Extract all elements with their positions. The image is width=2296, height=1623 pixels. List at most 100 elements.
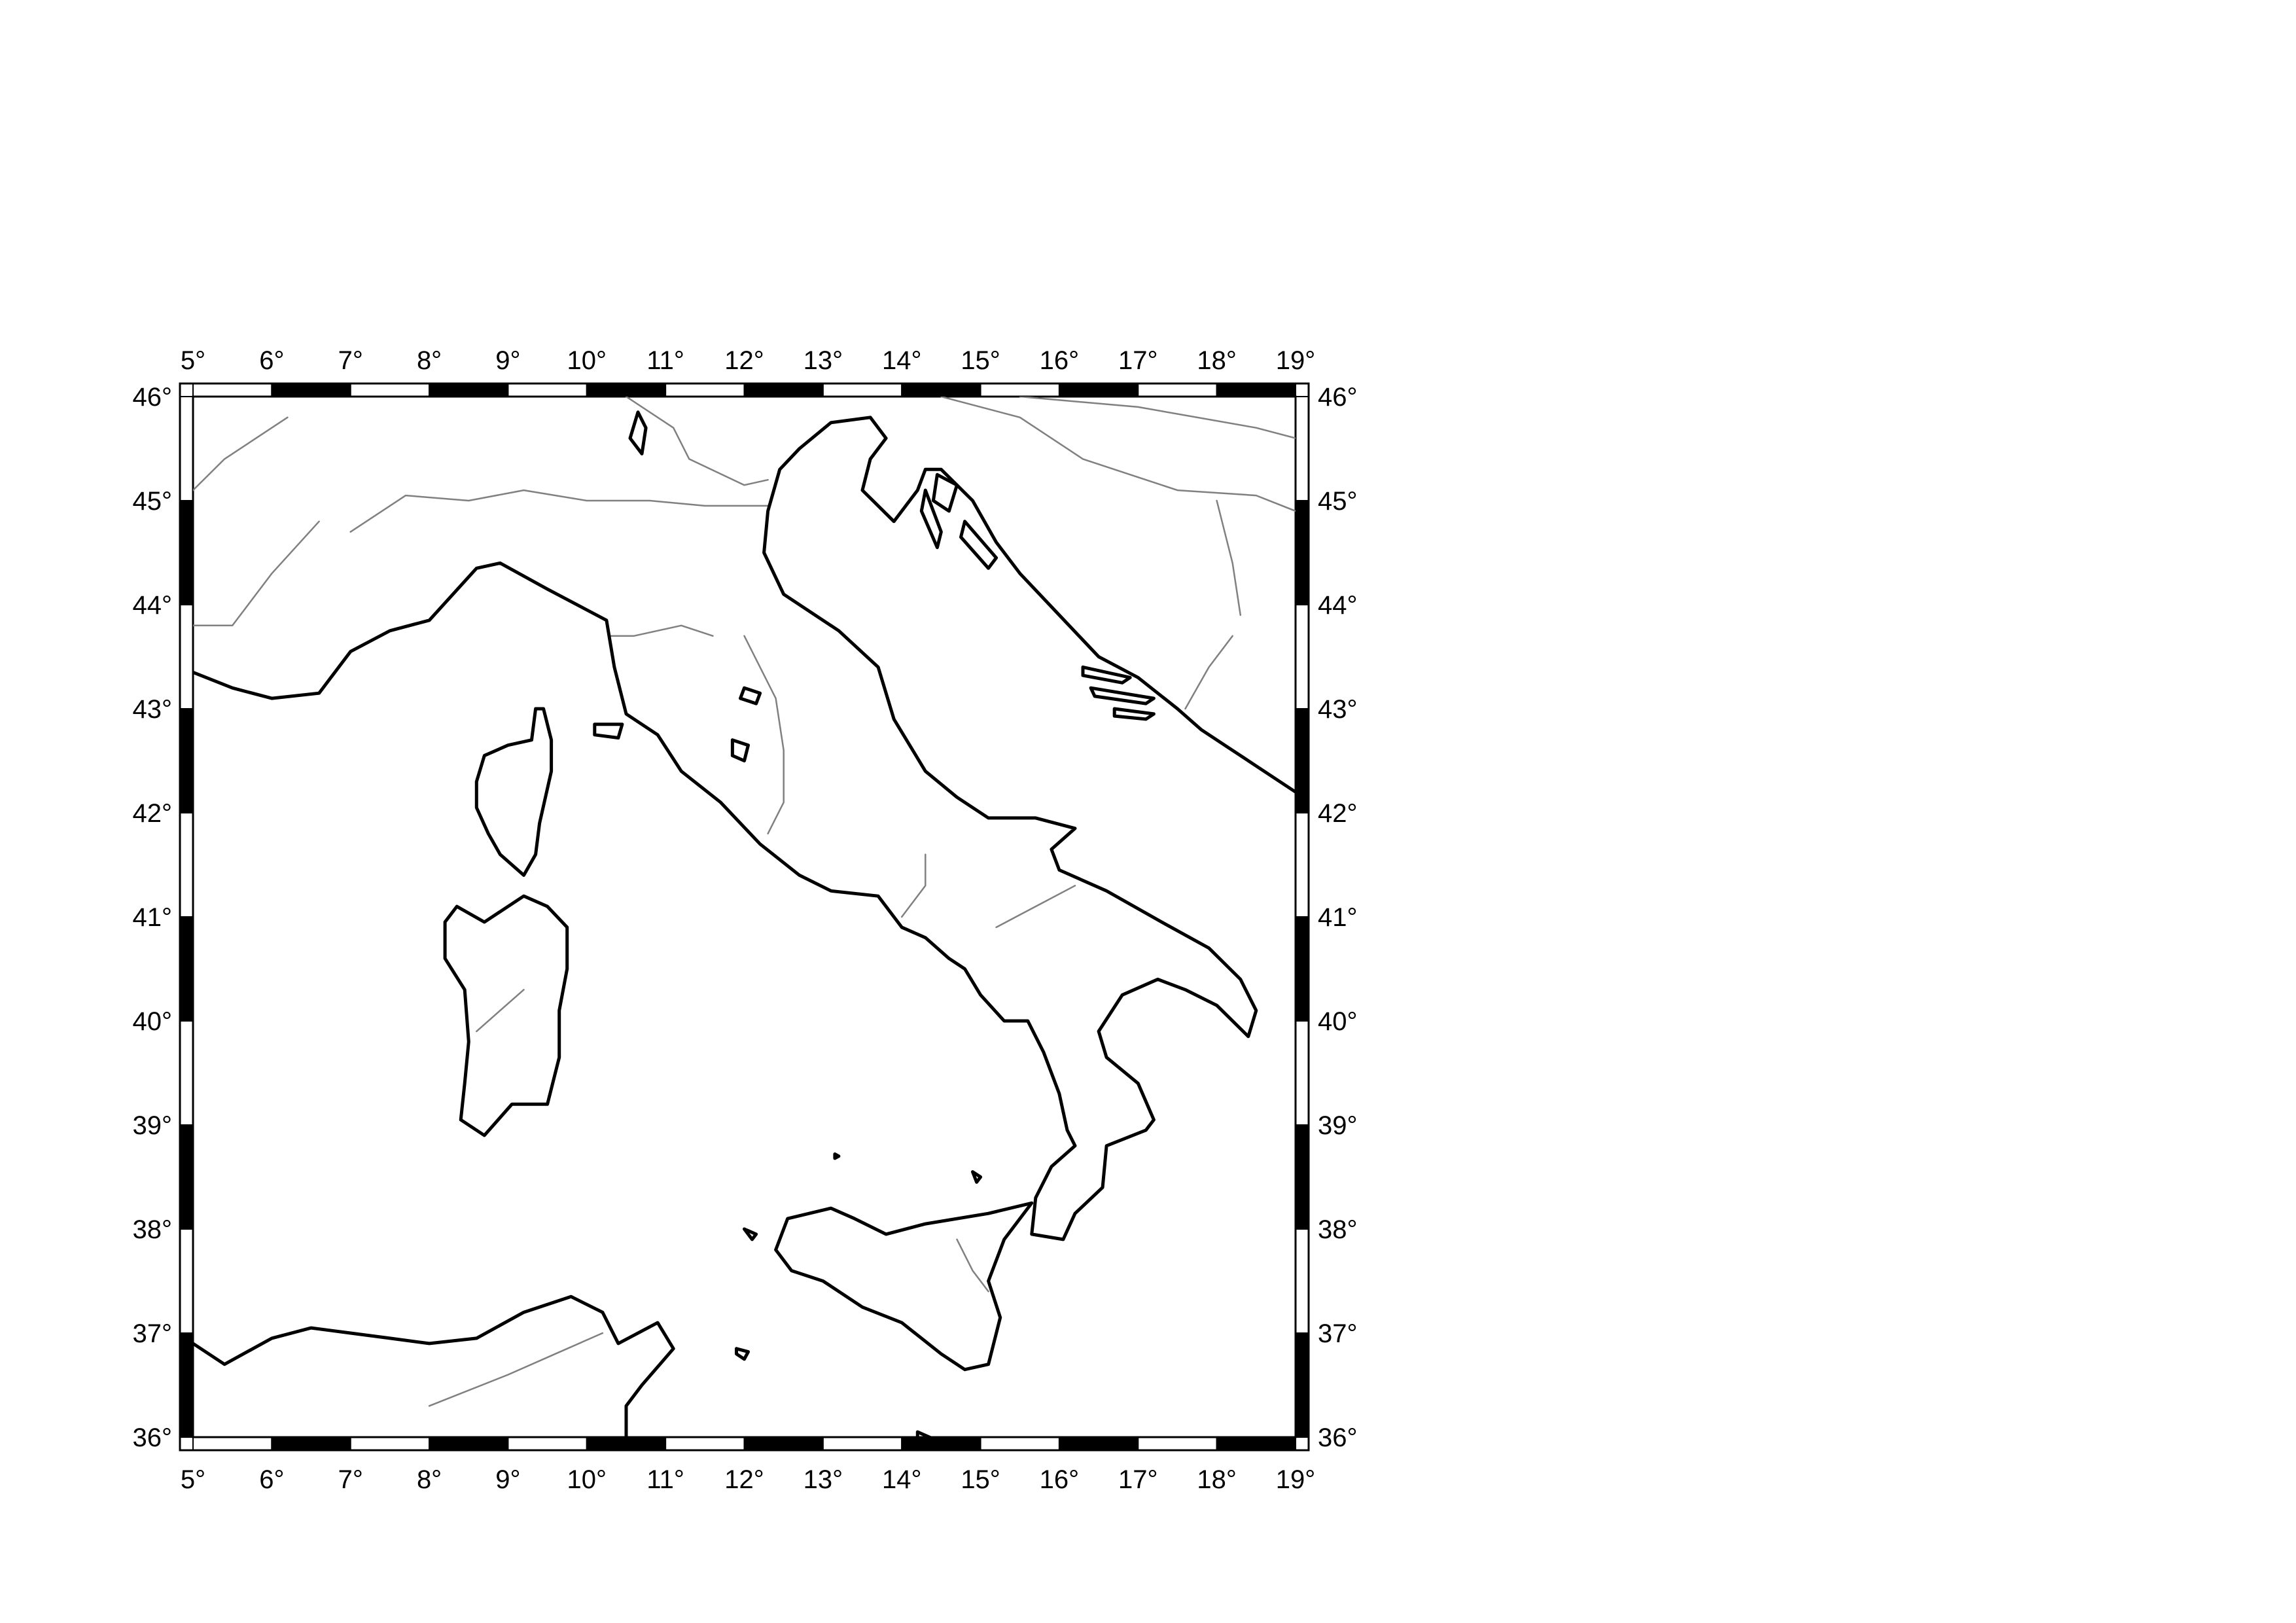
simeto-river: [956, 1238, 989, 1293]
pag-island-coast: [959, 520, 998, 570]
lat-tick-label-left: 45°: [133, 487, 173, 516]
durance-river: [193, 520, 320, 627]
pantelleria-coast: [735, 1347, 750, 1361]
frame-segment-left: [179, 812, 194, 918]
frame-segment-bottom: [1137, 1436, 1218, 1451]
frame-segment-top: [192, 383, 273, 397]
frame-segment-top: [429, 383, 509, 397]
neretva-river: [1184, 635, 1233, 710]
frame-segment-bottom: [980, 1436, 1060, 1451]
lon-tick-label-bottom: 7°: [338, 1465, 363, 1494]
frame-segment-bottom: [507, 1436, 588, 1451]
lat-tick-label-left: 46°: [133, 383, 173, 412]
lon-tick-label-top: 13°: [804, 346, 843, 375]
frame-segment-right: [1295, 1124, 1309, 1230]
frame-segment-bottom: [1058, 1436, 1139, 1451]
lon-tick-label-top: 15°: [961, 346, 1000, 375]
ustica-coast: [833, 1152, 841, 1160]
lon-tick-label-bottom: 9°: [495, 1465, 520, 1494]
frame-segment-right: [1295, 500, 1309, 605]
frame-segment-top: [271, 383, 351, 397]
frame-segment-right: [1295, 1228, 1309, 1334]
frame-segment-right: [1295, 916, 1309, 1022]
frame-corner: [1295, 383, 1309, 397]
lon-tick-label-bottom: 17°: [1118, 1465, 1158, 1494]
lon-tick-label-bottom: 6°: [259, 1465, 284, 1494]
frame-segment-top: [743, 383, 824, 397]
frame-segment-bottom: [192, 1436, 273, 1451]
cres-island-coast: [919, 488, 943, 550]
frame-segment-top: [1137, 383, 1218, 397]
frame-segment-top: [349, 383, 431, 397]
lon-tick-label-bottom: 10°: [567, 1465, 607, 1494]
lat-tick-label-right: 44°: [1318, 591, 1358, 620]
map-outer-border: [179, 382, 1310, 1452]
lon-tick-label-bottom: 8°: [417, 1465, 442, 1494]
tirso-river: [476, 989, 525, 1033]
lat-tick-label-right: 46°: [1318, 383, 1358, 412]
lat-tick-label-left: 37°: [133, 1319, 173, 1348]
frame-corner: [1295, 1436, 1309, 1451]
lat-tick-label-right: 37°: [1318, 1319, 1358, 1348]
bosna-river: [1216, 499, 1242, 616]
frame-segment-bottom: [1216, 1436, 1296, 1451]
frame-segment-left: [179, 500, 194, 605]
lon-tick-label-top: 18°: [1197, 346, 1237, 375]
lon-tick-label-top: 7°: [338, 346, 363, 375]
hvar-island-coast: [1089, 686, 1156, 705]
krk-island-coast: [931, 473, 959, 513]
adige-river: [625, 397, 769, 486]
mainland-coast: [193, 416, 1296, 1241]
lon-tick-label-top: 10°: [567, 346, 607, 375]
frame-segment-top: [507, 383, 588, 397]
frame-segment-top: [1216, 383, 1296, 397]
lat-tick-label-left: 41°: [133, 903, 173, 932]
frame-segment-right: [1295, 812, 1309, 918]
lon-tick-label-bottom: 12°: [724, 1465, 764, 1494]
frame-segment-top: [822, 383, 903, 397]
lat-tick-label-right: 40°: [1318, 1007, 1358, 1036]
frame-segment-bottom: [665, 1436, 745, 1451]
frame-segment-right: [1295, 396, 1309, 501]
frame-segment-bottom: [822, 1436, 903, 1451]
frame-segment-left: [179, 916, 194, 1022]
lon-tick-label-top: 14°: [882, 346, 922, 375]
lat-tick-label-left: 38°: [133, 1215, 173, 1244]
corsica-coast: [474, 707, 554, 877]
lon-tick-label-bottom: 14°: [882, 1465, 922, 1494]
frame-segment-top: [980, 383, 1060, 397]
garda-lake: [628, 410, 648, 455]
lon-tick-label-bottom: 15°: [961, 1465, 1000, 1494]
frame-segment-left: [179, 1228, 194, 1334]
lat-tick-label-right: 43°: [1318, 695, 1358, 724]
lon-tick-label-bottom: 19°: [1276, 1465, 1316, 1494]
rhone-river: [193, 416, 289, 491]
lat-tick-label-right: 36°: [1318, 1423, 1358, 1452]
frame-segment-right: [1295, 708, 1309, 813]
frame-segment-top: [665, 383, 745, 397]
sardinia-coast: [443, 894, 569, 1137]
po-river: [349, 489, 769, 533]
bolsena-lake: [730, 738, 750, 762]
lon-tick-label-top: 8°: [417, 346, 442, 375]
arno-river: [609, 624, 714, 637]
lon-tick-label-top: 12°: [724, 346, 764, 375]
frame-corner: [179, 1436, 194, 1451]
egadi-coast: [743, 1227, 758, 1241]
frame-segment-top: [901, 383, 981, 397]
frame-corner: [179, 383, 194, 397]
lon-tick-label-bottom: 13°: [804, 1465, 843, 1494]
lat-tick-label-right: 41°: [1318, 903, 1358, 932]
lon-tick-label-top: 5°: [181, 346, 205, 375]
lon-tick-label-top: 17°: [1118, 346, 1158, 375]
sava-river: [940, 397, 1296, 512]
lat-tick-label-right: 39°: [1318, 1111, 1358, 1140]
rivers-layer: [193, 397, 1296, 1407]
frame-segment-top: [1058, 383, 1139, 397]
africa-coast: [193, 1294, 675, 1437]
lat-tick-label-left: 39°: [133, 1111, 173, 1140]
map-area-background: [193, 397, 1296, 1437]
lon-tick-label-top: 9°: [495, 346, 520, 375]
lon-tick-label-bottom: 18°: [1197, 1465, 1237, 1494]
